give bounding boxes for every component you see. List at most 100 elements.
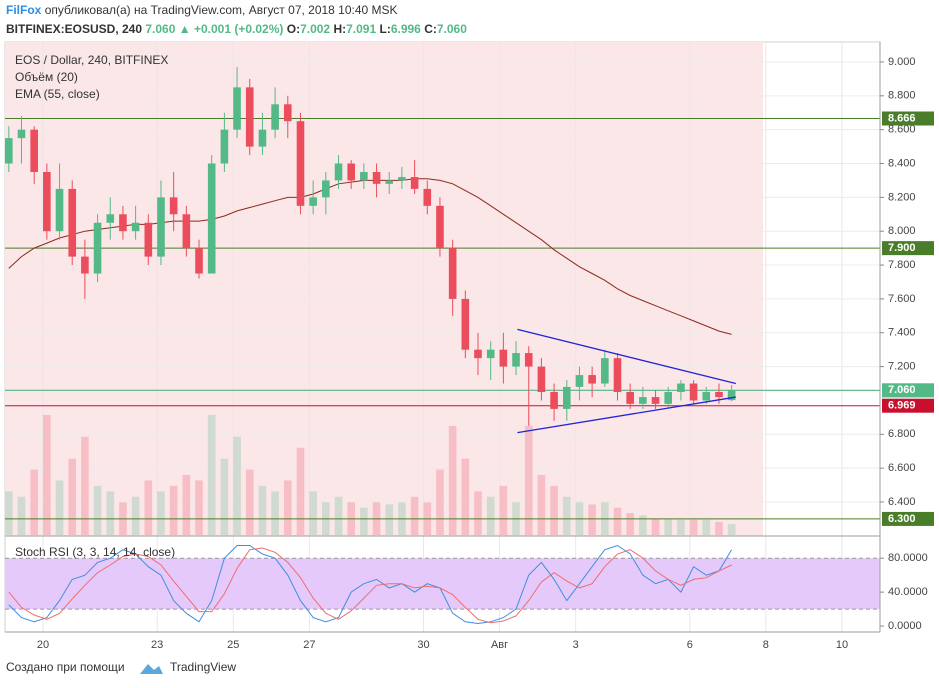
candle-body [689,383,698,401]
candle-body [436,205,444,249]
change: +0.001 (+0.02%) [194,22,283,36]
arrow: ▲ [179,22,191,36]
x-tick-label: 25 [227,639,239,651]
candle-body [169,197,178,215]
volume-bar [207,415,216,535]
volume-bar [461,458,470,535]
volume-bar [562,496,571,535]
y-tick-label: 7.800 [888,259,916,271]
volume-bar [195,480,203,535]
candle-body [385,180,394,184]
volume-bar [588,504,596,535]
candle-body [626,391,634,404]
x-tick-label: Авг [491,639,508,651]
candle-body [702,391,711,401]
ohlc-h: H: [333,22,346,36]
x-tick-label: 10 [836,639,848,651]
y-tick-label: 9.000 [888,56,916,68]
x-tick-label: 23 [151,639,163,651]
candle-body [144,222,153,257]
ohlc-c: C: [424,22,437,36]
quote-line: BITFINEX:EOSUSD, 240 7.060 ▲ +0.001 (+0.… [6,22,467,36]
candle-body [512,353,520,367]
x-tick-label: 6 [687,639,693,651]
volume-bar [106,491,115,535]
level-tag [882,241,934,256]
stoch-tick-label: 40.0000 [888,586,928,598]
volume-bar [169,485,178,535]
volume-bar [727,524,736,535]
volume-bar [448,425,457,535]
volume-bar [144,480,153,535]
y-tick-label: 7.600 [888,293,916,305]
x-tick-label: 20 [37,639,49,651]
volume-bar [334,496,343,535]
ema-legend: EMA (55, close) [15,87,100,101]
ohlc-o-value: 7.002 [300,22,330,36]
x-tick-label: 3 [573,639,579,651]
candle-body [639,397,647,404]
volume-bar [537,475,546,535]
candle-body [131,222,140,232]
volume-bar [55,480,64,535]
level-label: 6.300 [888,513,916,525]
footer-brand[interactable]: TradingView [170,660,236,674]
ohlc-l: L: [380,22,391,36]
volume-bar [182,475,191,535]
published: опубликовал(а) на TradingView.com, Авгус… [45,3,398,17]
candle-body [461,298,470,350]
volume-bar [360,507,368,535]
volume-bar [702,519,711,535]
y-tick-label: 8.200 [888,191,916,203]
stoch-band [5,558,880,610]
volume-bar [664,518,673,535]
trendline [517,328,736,385]
volume-bar [626,513,634,535]
volume-bar [550,485,558,535]
candle-body [5,138,13,164]
volume-bar [30,469,38,535]
volume-bar [410,496,419,535]
ema-line [8,178,732,335]
candle-body [220,129,229,164]
candle-body [715,391,723,398]
y-tick-label: 6.800 [888,428,916,440]
candle-body [245,87,254,147]
volume-bar [283,480,292,535]
level-label: 6.969 [888,400,916,412]
header-line: FilFox опубликовал(а) на TradingView.com… [6,3,398,17]
volume-legend: Объём (20) [15,70,78,84]
candle-body [233,87,241,130]
candle-body [157,197,165,257]
ohlc-l-value: 6.996 [391,22,421,36]
candle-body [182,214,191,249]
volume-bar [271,491,279,535]
candle-body [283,104,292,122]
trendline [517,396,736,434]
candle-body [601,358,609,384]
brand-logo[interactable] [140,664,163,674]
volume-bar [93,485,102,535]
candle-body [93,222,102,274]
candle-body [727,390,736,401]
level-label: 8.666 [888,112,916,124]
volume-bar [309,491,317,535]
candle-body [524,353,533,367]
y-tick-label: 8.600 [888,124,916,136]
stoch-tick-label: 0.0000 [888,620,922,632]
volume-bar [613,507,622,535]
candle-body [195,248,203,274]
author[interactable]: FilFox [6,3,42,17]
footer-text: Создано при помощи [6,660,125,674]
candle-body [664,391,673,404]
volume-bar [245,469,254,535]
candle-body [119,214,127,232]
volume-bar [17,496,26,535]
y-tick-label: 7.400 [888,327,916,339]
stoch-legend: Stoch RSI (3, 3, 14, 14, close) [15,545,175,559]
candle-body [537,366,546,392]
volume-bar [689,519,698,535]
candle-body [410,177,419,189]
volume-bar [385,504,394,535]
candle-body [207,163,216,274]
